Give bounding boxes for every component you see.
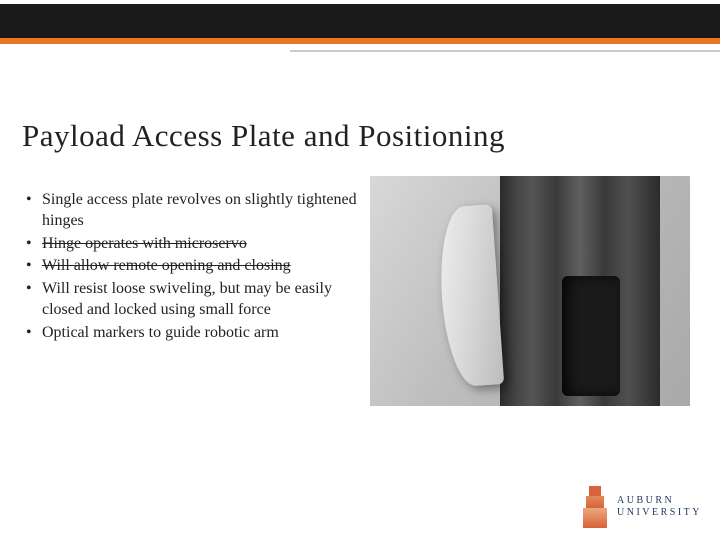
bullet-item: Hinge operates with microservo <box>22 234 357 255</box>
payload-figure <box>370 176 690 406</box>
header-black-bar <box>0 4 720 38</box>
bullet-list-container: Single access plate revolves on slightly… <box>22 190 357 346</box>
bullet-text: Hinge operates with microservo <box>42 235 247 252</box>
bullet-item: Will resist loose swiveling, but may be … <box>22 279 357 321</box>
bullet-item: Optical markers to guide robotic arm <box>22 323 357 344</box>
bullet-text: Single access plate revolves on slightly… <box>42 191 357 229</box>
bullet-item: Single access plate revolves on slightly… <box>22 190 357 232</box>
header-orange-bar <box>0 38 720 44</box>
bullet-text: Will allow remote opening and closing <box>42 257 291 274</box>
cylinder-opening <box>562 276 620 396</box>
header-band <box>0 0 720 50</box>
bullet-item: Will allow remote opening and closing <box>22 256 357 277</box>
bullet-text: Will resist loose swiveling, but may be … <box>42 280 332 318</box>
university-line1: AUBURN <box>617 495 702 507</box>
university-name: AUBURN UNIVERSITY <box>617 495 702 519</box>
bullet-list: Single access plate revolves on slightly… <box>22 190 357 344</box>
university-logo: AUBURN UNIVERSITY <box>581 486 702 528</box>
header-gray-line <box>290 50 720 52</box>
tower-icon <box>581 486 609 528</box>
slide-title: Payload Access Plate and Positioning <box>22 118 505 154</box>
university-line2: UNIVERSITY <box>617 507 702 519</box>
bullet-text: Optical markers to guide robotic arm <box>42 324 279 341</box>
access-plate <box>436 204 504 387</box>
